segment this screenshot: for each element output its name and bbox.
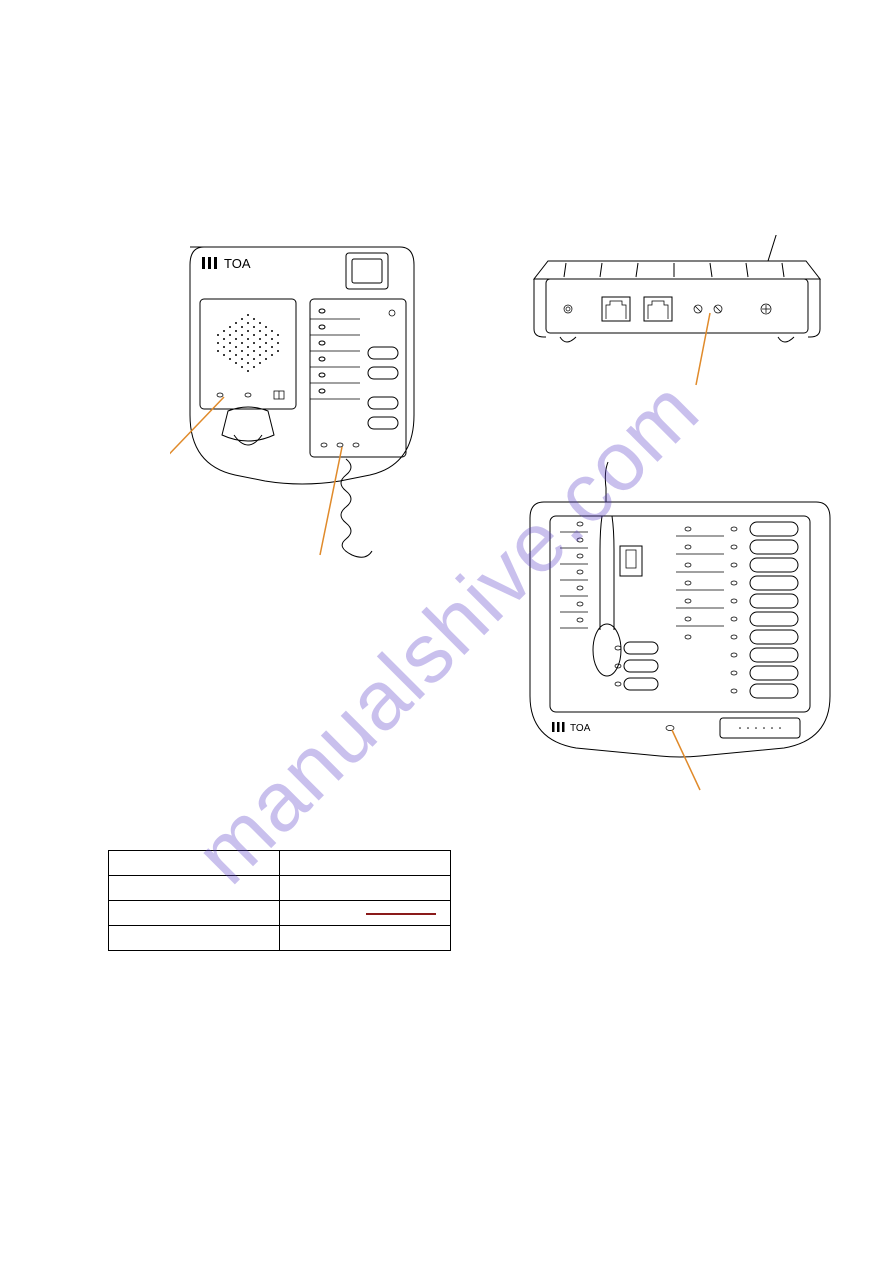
handset-logo-text: TOA (224, 256, 251, 271)
table-row (109, 876, 451, 901)
rear-panel-figure (520, 235, 840, 405)
table-row (109, 851, 451, 876)
page: manualshive.com TOA (0, 0, 893, 1263)
spec-table (108, 850, 451, 951)
desk-toa-logo-icon: TOA (552, 722, 591, 734)
toa-logo-icon: TOA (202, 256, 251, 271)
desk-logo-text: TOA (570, 723, 591, 734)
table-accent-mark (366, 913, 436, 915)
handset-figure: TOA (170, 235, 440, 575)
table-row (109, 926, 451, 951)
table-row (109, 901, 451, 926)
desk-station-figure: TOA (520, 460, 840, 810)
spec-table-element (108, 850, 451, 951)
